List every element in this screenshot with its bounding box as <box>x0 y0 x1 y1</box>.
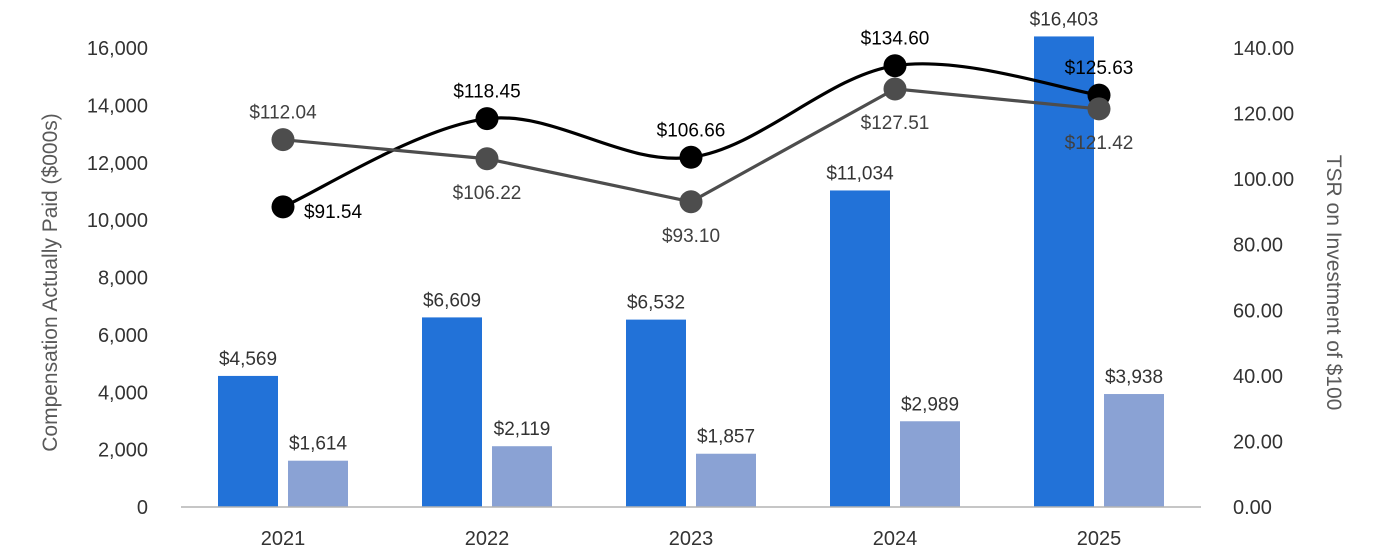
bar-value-label: $2,989 <box>901 394 959 415</box>
y2-tick-label: 100.00 <box>1233 169 1294 191</box>
line-value-label: $134.60 <box>861 29 930 50</box>
series-marker <box>679 190 703 214</box>
x-axis-ticks: 2021 2022 2023 2024 2025 <box>261 528 1122 550</box>
x-tick-label: 2025 <box>1077 528 1122 550</box>
y2-tick-label: 60.00 <box>1233 300 1283 322</box>
y2-tick-label: 120.00 <box>1233 104 1294 126</box>
bar <box>1034 36 1094 508</box>
y-axis-title: Compensation Actually Paid ($000s) <box>39 113 62 452</box>
line-points-group <box>271 54 1111 219</box>
x-tick-label: 2022 <box>465 528 510 550</box>
bar <box>696 453 756 507</box>
y-tick-label: 10,000 <box>87 210 148 232</box>
bar <box>422 317 482 507</box>
y-tick-label: 6,000 <box>98 325 148 347</box>
y2-axis-title: TSR on Investment of $100 <box>1322 155 1345 411</box>
series-marker <box>883 77 907 101</box>
line-value-label: $93.10 <box>662 226 720 247</box>
bar <box>1104 394 1164 507</box>
bar <box>218 375 278 507</box>
bar <box>492 446 552 507</box>
x-tick-label: 2021 <box>261 528 306 550</box>
series-marker <box>271 128 295 152</box>
series-marker <box>883 54 907 78</box>
series-marker <box>475 147 499 171</box>
bar-value-label: $6,609 <box>423 290 481 311</box>
series-marker <box>1087 97 1111 121</box>
y-tick-label: 16,000 <box>87 38 148 60</box>
y-tick-label: 14,000 <box>87 95 148 117</box>
line-value-label: $106.22 <box>453 183 522 204</box>
left-axis-ticks: 0 2,000 4,000 6,000 8,000 10,000 12,000 14,000 1… <box>87 38 148 519</box>
bar-value-label: $3,938 <box>1105 367 1163 388</box>
y2-tick-label: 140.00 <box>1233 38 1294 60</box>
line-value-label: $121.42 <box>1065 133 1134 154</box>
bar-value-label: $16,403 <box>1030 9 1099 30</box>
bar-labels-group: $4,569 $6,609 $6,532 $11,034 $16,403 $1,614 $2… <box>219 9 1163 454</box>
line-value-label: $125.63 <box>1065 58 1134 79</box>
line-value-label: $118.45 <box>453 82 520 103</box>
y-tick-label: 0 <box>137 497 148 519</box>
bar <box>288 460 348 507</box>
series-marker <box>271 195 295 219</box>
y2-tick-label: 20.00 <box>1233 431 1283 453</box>
bar-value-label: $2,119 <box>494 419 551 440</box>
series-marker <box>679 145 703 169</box>
y2-tick-label: 0.00 <box>1233 497 1272 519</box>
bar-value-label: $11,034 <box>826 163 894 184</box>
series-marker <box>475 107 499 131</box>
y-tick-label: 8,000 <box>98 268 148 290</box>
line-value-label: $91.54 <box>304 202 363 223</box>
right-axis-ticks: 0.00 20.00 40.00 60.00 80.00 100.00 120.00 140.… <box>1233 38 1294 519</box>
y2-tick-label: 80.00 <box>1233 235 1283 257</box>
y2-tick-label: 40.00 <box>1233 366 1283 388</box>
line-value-label: $112.04 <box>249 103 317 124</box>
bar <box>900 421 960 507</box>
bar <box>626 319 686 507</box>
bar-value-label: $4,569 <box>219 349 277 370</box>
x-tick-label: 2023 <box>669 528 714 550</box>
line-labels-group: $91.54 $118.45 $106.66 $134.60 $125.63 $112.0… <box>249 29 1133 247</box>
y-tick-label: 12,000 <box>87 153 148 175</box>
bar-value-label: $1,857 <box>697 427 755 448</box>
bar-value-label: $6,532 <box>627 293 685 314</box>
line-value-label: $127.51 <box>861 113 930 134</box>
y-tick-label: 4,000 <box>98 382 148 404</box>
x-tick-label: 2024 <box>873 528 918 550</box>
bar-value-label: $1,614 <box>289 434 348 455</box>
bar-series-group <box>218 36 1164 508</box>
bar <box>830 190 890 507</box>
y-tick-label: 2,000 <box>98 440 148 462</box>
line-value-label: $106.66 <box>657 120 726 141</box>
